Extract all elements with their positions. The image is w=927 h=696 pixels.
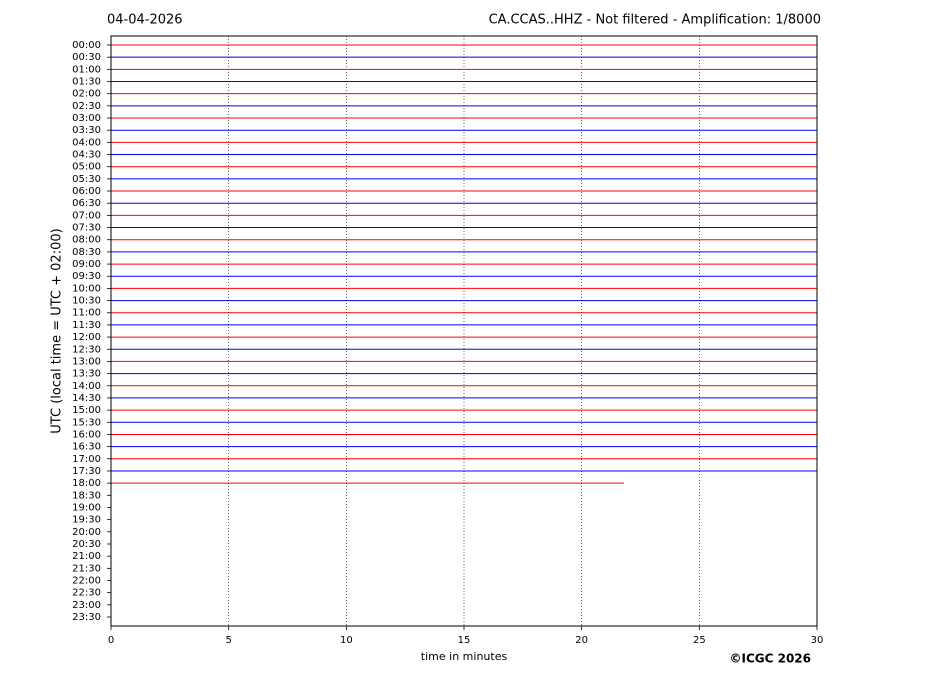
x-tick-label: 15	[458, 635, 471, 646]
x-tick-label: 5	[225, 635, 231, 646]
x-tick-label: 0	[108, 635, 114, 646]
y-tick-label: 03:00	[72, 113, 101, 124]
y-tick-label: 02:00	[72, 89, 101, 100]
x-tick-label: 20	[575, 635, 588, 646]
x-axis-label: time in minutes	[421, 650, 508, 663]
y-tick-label: 19:30	[72, 515, 101, 526]
y-tick-label: 13:00	[72, 356, 101, 367]
y-tick-label: 23:00	[72, 600, 101, 611]
y-tick-label: 04:00	[72, 137, 101, 148]
y-tick-label: 10:00	[72, 283, 101, 294]
y-tick-label: 15:00	[72, 405, 101, 416]
y-tick-label: 14:00	[72, 381, 101, 392]
x-tick-label: 25	[693, 635, 706, 646]
chart-subtitle: CA.CCAS..HHZ - Not filtered - Amplificat…	[489, 13, 821, 28]
y-tick-label: 01:30	[72, 77, 101, 88]
y-tick-label: 09:30	[72, 271, 101, 282]
y-tick-label: 20:00	[72, 527, 101, 538]
y-tick-label: 15:30	[72, 417, 101, 428]
y-tick-label: 05:00	[72, 162, 101, 173]
y-tick-label: 02:30	[72, 101, 101, 112]
y-tick-label: 00:30	[72, 52, 101, 63]
y-tick-label: 01:00	[72, 64, 101, 75]
x-tick-label: 10	[340, 635, 353, 646]
y-axis-label: UTC (local time = UTC + 02:00)	[50, 228, 65, 433]
y-tick-label: 04:30	[72, 150, 101, 161]
y-tick-label: 07:00	[72, 210, 101, 221]
y-tick-label: 09:00	[72, 259, 101, 270]
y-tick-label: 16:00	[72, 429, 101, 440]
y-tick-label: 12:30	[72, 344, 101, 355]
plot-frame	[110, 35, 818, 627]
credit: ©ICGC 2026	[729, 652, 811, 666]
y-tick-label: 11:30	[72, 320, 101, 331]
y-tick-label: 17:00	[72, 454, 101, 465]
y-tick-label: 20:30	[72, 539, 101, 550]
y-tick-label: 18:30	[72, 490, 101, 501]
x-tick-label: 30	[811, 635, 824, 646]
y-tick-label: 07:30	[72, 223, 101, 234]
y-tick-label: 21:30	[72, 563, 101, 574]
y-tick-label: 12:00	[72, 332, 101, 343]
y-tick-label: 18:00	[72, 478, 101, 489]
y-tick-label: 23:30	[72, 612, 101, 623]
y-tick-label: 06:00	[72, 186, 101, 197]
y-tick-label: 08:00	[72, 235, 101, 246]
y-tick-label: 11:00	[72, 308, 101, 319]
y-tick-label: 22:30	[72, 588, 101, 599]
y-tick-label: 21:00	[72, 551, 101, 562]
y-tick-label: 06:30	[72, 198, 101, 209]
y-tick-label: 08:30	[72, 247, 101, 258]
y-tick-label: 16:30	[72, 442, 101, 453]
y-tick-label: 05:30	[72, 174, 101, 185]
y-tick-label: 22:00	[72, 575, 101, 586]
y-tick-label: 17:30	[72, 466, 101, 477]
y-tick-label: 10:30	[72, 296, 101, 307]
y-tick-label: 19:00	[72, 502, 101, 513]
y-tick-label: 13:30	[72, 369, 101, 380]
y-tick-label: 03:30	[72, 125, 101, 136]
y-tick-label: 00:00	[72, 40, 101, 51]
y-tick-label: 14:30	[72, 393, 101, 404]
chart-title: 04-04-2026	[107, 13, 183, 28]
